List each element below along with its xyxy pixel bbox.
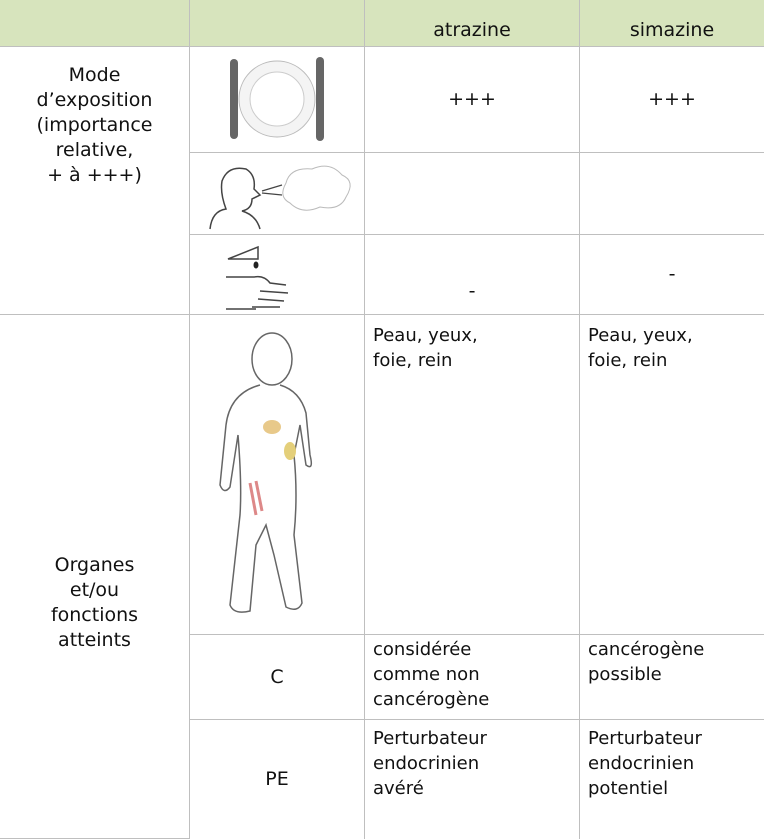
plate-icon <box>230 57 324 141</box>
cell-line: avéré <box>373 778 424 799</box>
cell-text: - <box>668 263 676 285</box>
section-label: Mode d’exposition (importance relative, … <box>0 47 190 315</box>
column-header: simazine <box>629 18 715 41</box>
cell-line: Peau, yeux, <box>588 325 693 346</box>
header-cell <box>0 0 190 47</box>
label-line: Organes <box>54 554 135 576</box>
cell-line: potentiel <box>588 778 669 799</box>
cell: Peau, yeux, foie, rein <box>580 315 764 635</box>
cell-line: cancérogène <box>373 689 490 710</box>
cell: considérée comme non cancérogène <box>365 635 580 720</box>
header-cell: atrazine <box>365 0 580 47</box>
label-line: atteints <box>58 629 131 651</box>
dermal-icon <box>226 245 289 310</box>
label-line: fonctions <box>50 604 139 626</box>
cell-line: possible <box>588 664 662 685</box>
cell-line: endocrinien <box>373 753 480 774</box>
row-label: PE <box>265 768 289 790</box>
cell <box>365 153 580 235</box>
cell-line: Peau, yeux, <box>373 325 478 346</box>
cell <box>580 153 764 235</box>
body-icon <box>219 332 313 613</box>
row-label: C <box>270 665 284 688</box>
label-line: d’exposition <box>36 89 153 111</box>
icon-cell <box>190 315 365 635</box>
row-label-cell: PE <box>190 720 365 839</box>
header-cell: simazine <box>580 0 764 47</box>
cell-line: Perturbateur <box>588 728 702 749</box>
cell-line: comme non <box>373 664 480 685</box>
cell: Perturbateur endocrinien avéré <box>365 720 580 839</box>
icon-cell <box>190 235 365 315</box>
cell-line: Perturbateur <box>373 728 487 749</box>
cell-text: - <box>468 280 476 302</box>
cell-line: foie, rein <box>588 350 668 371</box>
label-line: Mode <box>68 64 121 86</box>
label-line: + à +++) <box>47 164 142 186</box>
cell: cancérogène possible <box>580 635 764 720</box>
cell-text: +++ <box>448 88 496 110</box>
label-line: relative, <box>55 139 134 161</box>
icon-cell <box>190 47 365 153</box>
cell: Perturbateur endocrinien potentiel <box>580 720 764 839</box>
cell: - <box>365 235 580 315</box>
icon-cell <box>190 153 365 235</box>
cell-text: +++ <box>648 88 696 110</box>
cell-line: foie, rein <box>373 350 453 371</box>
cell-line: considérée <box>373 639 472 660</box>
inhalation-icon <box>209 165 351 230</box>
label-line: (importance <box>36 114 153 136</box>
cell: Peau, yeux, foie, rein <box>365 315 580 635</box>
cell-line: endocrinien <box>588 753 695 774</box>
row-label-cell: C <box>190 635 365 720</box>
cell: - <box>580 235 764 315</box>
header-cell <box>190 0 365 47</box>
section-label: Organes et/ou fonctions atteints <box>0 315 190 839</box>
cell-line: cancérogène <box>588 639 705 660</box>
column-header: atrazine <box>433 18 511 41</box>
cell: +++ <box>365 47 580 153</box>
label-line: et/ou <box>69 579 120 601</box>
cell: +++ <box>580 47 764 153</box>
